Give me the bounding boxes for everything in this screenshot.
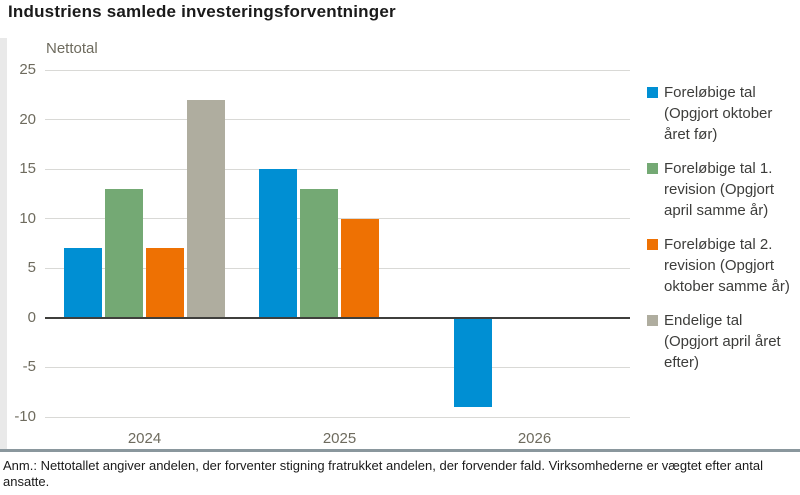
bar-2024-series-4 [187, 99, 225, 318]
legend-item-1: Foreløbige tal (Opgjort oktober året før… [647, 82, 799, 145]
legend-swatch-icon [647, 315, 658, 326]
legend-swatch-icon [647, 163, 658, 174]
legend-label: Foreløbige tal 2. revision (Opgjort okto… [664, 236, 790, 295]
y-axis-unit-label: Nettotal [46, 40, 98, 57]
y-tick-label-25: 25 [19, 61, 36, 78]
legend-label: Endelige tal (Opgjort april året efter) [664, 312, 781, 371]
y-tick-label-20: 20 [19, 110, 36, 128]
chart-title: Industriens samlede investeringsforventn… [8, 2, 396, 21]
x-tick-label-2025: 2025 [322, 430, 357, 447]
bar-2024-series-3 [146, 248, 184, 318]
y-tick-label-5: 5 [27, 259, 36, 277]
separator-line [0, 449, 800, 452]
y-tick-label--5: -5 [22, 358, 36, 376]
legend-item-4: Endelige tal (Opgjort april året efter) [647, 310, 799, 373]
x-tick-label-2024: 2024 [127, 430, 162, 447]
bar-2025-series-2 [300, 188, 338, 318]
gridline-y-5 [45, 366, 630, 368]
legend-item-3: Foreløbige tal 2. revision (Opgjort okto… [647, 234, 799, 297]
x-tick-label-2026: 2026 [517, 430, 552, 447]
left-edge-strip [0, 38, 7, 449]
legend-item-2: Foreløbige tal 1. revision (Opgjort apri… [647, 158, 799, 221]
legend-swatch-icon [647, 239, 658, 250]
bar-2024-series-2 [105, 188, 143, 318]
y-tick-label-15: 15 [19, 160, 36, 178]
gridline-y-10 [45, 416, 630, 418]
gridline-y15 [45, 168, 630, 170]
zero-axis-line [45, 316, 630, 319]
footnote: Anm.: Nettotallet angiver andelen, der f… [3, 458, 763, 489]
bar-2025-series-3 [341, 218, 379, 318]
bar-2026-series-1 [454, 317, 492, 408]
legend-label: Foreløbige tal (Opgjort oktober året før… [664, 84, 773, 143]
bar-2025-series-1 [259, 169, 297, 318]
y-tick-label-0: 0 [27, 308, 36, 326]
legend: Foreløbige tal (Opgjort oktober året før… [647, 82, 799, 386]
legend-swatch-icon [647, 87, 658, 98]
gridline-y25 [45, 69, 630, 71]
legend-label: Foreløbige tal 1. revision (Opgjort apri… [664, 160, 775, 219]
bar-2024-series-1 [64, 248, 102, 318]
y-tick-label--10: -10 [14, 408, 36, 425]
y-tick-label-10: 10 [19, 209, 36, 227]
gridline-y20 [45, 119, 630, 121]
